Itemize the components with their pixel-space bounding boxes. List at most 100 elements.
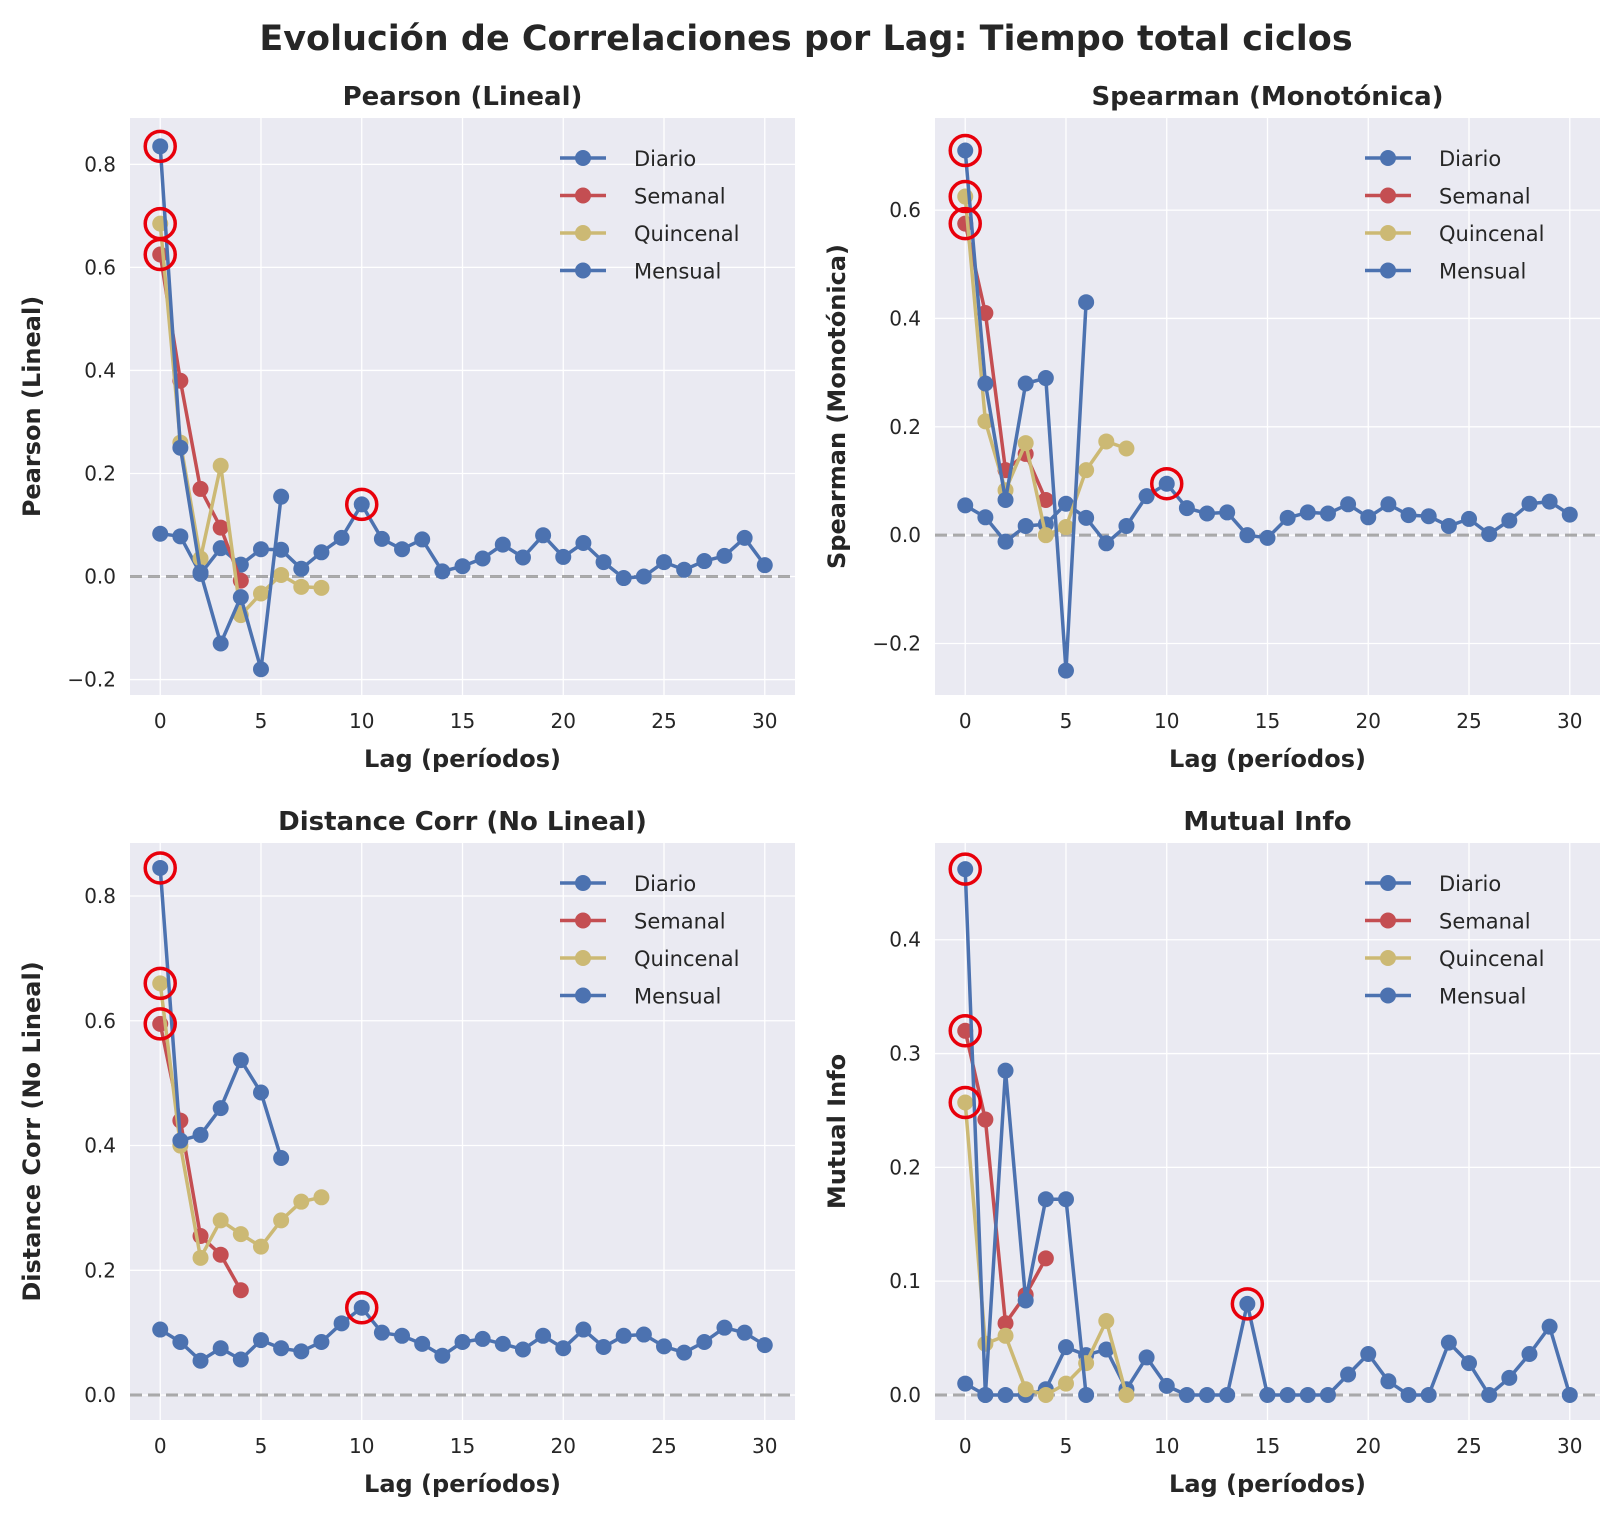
data-point — [1057, 495, 1074, 512]
y-tick-label: 0.0 — [84, 565, 116, 589]
x-tick-label: 25 — [1456, 1434, 1481, 1458]
data-point — [353, 496, 370, 513]
data-point — [514, 549, 531, 566]
data-point — [414, 1335, 431, 1352]
legend-label: Semanal — [1439, 185, 1531, 209]
data-point — [997, 533, 1014, 550]
y-tick-label: 0.0 — [84, 1383, 116, 1407]
data-point — [1400, 1386, 1417, 1403]
data-point — [333, 1315, 350, 1332]
y-tick-label: 0.2 — [84, 461, 116, 485]
data-point — [1199, 505, 1216, 522]
data-point — [313, 579, 330, 596]
data-point — [172, 1132, 189, 1149]
data-point — [656, 554, 673, 571]
data-point — [152, 525, 169, 542]
x-tick-label: 10 — [349, 1434, 374, 1458]
legend-marker — [575, 950, 591, 966]
series-diario — [957, 475, 1578, 552]
data-point — [997, 1062, 1014, 1079]
data-point — [555, 548, 572, 565]
data-point — [434, 563, 451, 580]
data-point — [454, 1334, 471, 1351]
x-tick-label: 5 — [1060, 1434, 1073, 1458]
data-point — [172, 439, 189, 456]
x-tick-label: 20 — [551, 1434, 576, 1458]
data-point — [1420, 1386, 1437, 1403]
data-point — [152, 859, 169, 876]
x-tick-label: 10 — [349, 709, 374, 733]
legend-label: Quincenal — [1439, 947, 1544, 971]
data-point — [1319, 505, 1336, 522]
data-point — [1259, 529, 1276, 546]
highlight-ring — [948, 1085, 982, 1120]
data-point — [252, 661, 269, 678]
legend-marker — [575, 150, 591, 166]
data-point — [232, 1226, 249, 1243]
x-tick-label: 5 — [1060, 709, 1073, 733]
data-point — [1219, 504, 1236, 521]
subplot-4: 0 5 10 15 20 25 30 0.0 0.1 0.2 0.3 0.4 Mutual Info La… — [823, 807, 1600, 1498]
highlight-ring — [143, 1007, 177, 1041]
data-point — [1098, 1341, 1115, 1358]
highlight-ring — [948, 1014, 982, 1048]
data-point — [656, 1338, 673, 1355]
data-point — [232, 1282, 249, 1299]
x-tick-label: 15 — [450, 709, 475, 733]
data-point — [1440, 517, 1457, 534]
data-point — [232, 1052, 249, 1069]
data-point — [756, 1337, 773, 1354]
data-point — [192, 1249, 209, 1266]
data-point — [1057, 662, 1074, 679]
x-axis-label: Lag (períodos) — [1169, 1470, 1366, 1498]
data-point — [1118, 1386, 1135, 1403]
subplot-title: Mutual Info — [1183, 807, 1351, 837]
data-point — [1037, 527, 1054, 544]
data-point — [394, 541, 411, 558]
data-point — [494, 1335, 511, 1352]
y-tick-label: 0.8 — [84, 884, 116, 908]
data-point — [716, 1319, 733, 1336]
data-point — [977, 375, 994, 392]
data-point — [595, 1339, 612, 1356]
data-point — [1158, 1377, 1175, 1394]
highlight-ring — [1149, 466, 1184, 501]
data-point — [212, 519, 229, 536]
y-axis-label: Spearman (Monotónica) — [823, 244, 851, 569]
highlight-ring — [948, 206, 982, 241]
y-tick-label: 0.0 — [889, 523, 921, 547]
data-point — [615, 1327, 632, 1344]
data-point — [1561, 1386, 1578, 1403]
y-tick-label: 0.4 — [84, 1134, 116, 1158]
data-point — [474, 1330, 491, 1347]
x-tick-label: 25 — [651, 709, 676, 733]
data-point — [1461, 1355, 1478, 1372]
data-point — [192, 564, 209, 581]
x-tick-label: 10 — [1154, 709, 1179, 733]
data-point — [635, 1326, 652, 1343]
data-point — [615, 570, 632, 587]
x-tick-label: 15 — [1255, 709, 1280, 733]
x-tick-label: 30 — [752, 1434, 777, 1458]
legend-marker — [1380, 187, 1396, 204]
data-point — [977, 1386, 994, 1403]
data-point — [212, 540, 229, 557]
data-point — [1037, 1250, 1054, 1267]
data-point — [1481, 1386, 1498, 1403]
legend-label: Semanal — [634, 910, 726, 934]
data-point — [1118, 440, 1135, 457]
data-point — [756, 557, 773, 574]
data-point — [676, 561, 693, 578]
series-quincenal — [152, 975, 330, 1266]
x-tick-label: 0 — [154, 1434, 167, 1458]
legend-marker — [1380, 987, 1396, 1004]
x-tick-label: 0 — [154, 709, 167, 733]
x-tick-label: 10 — [1154, 1434, 1179, 1458]
legend-label: Mensual — [634, 985, 721, 1009]
data-point — [535, 527, 552, 544]
data-point — [1501, 1369, 1518, 1386]
x-tick-label: 30 — [1557, 709, 1582, 733]
data-point — [997, 1386, 1014, 1403]
data-point — [172, 528, 189, 545]
